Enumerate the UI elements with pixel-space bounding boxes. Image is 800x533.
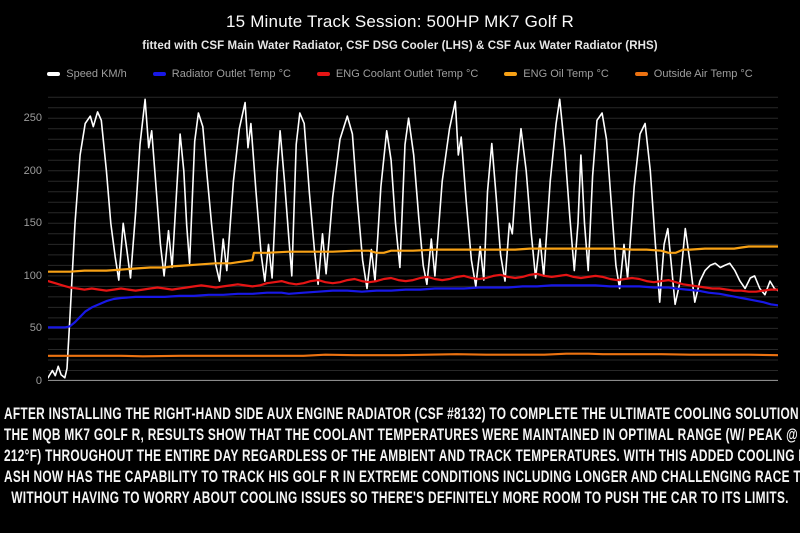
caption-line-1: AFTER INSTALLING THE RIGHT-HAND SIDE AUX…	[3, 405, 800, 423]
y-tick-label: 150	[23, 217, 42, 230]
legend-swatch-icon	[504, 72, 518, 76]
legend-item-4: Outside Air Temp °C	[634, 68, 753, 80]
legend-swatch-icon	[634, 72, 648, 76]
legend-item-1: Radiator Outlet Temp °C	[152, 68, 291, 80]
y-tick-label: 100	[23, 269, 42, 282]
legend-label: Outside Air Temp °C	[653, 68, 753, 80]
page-subtitle: fitted with CSF Main Water Radiator, CSF…	[142, 40, 658, 52]
legend-label: ENG Coolant Outlet Temp °C	[335, 68, 479, 80]
page-title: 15 Minute Track Session: 500HP MK7 Golf …	[225, 12, 575, 31]
caption-line-3: 212°F) THROUGHOUT THE ENTIRE DAY REGARDL…	[3, 447, 800, 465]
chart: 0 50 100 150 200 250	[23, 93, 778, 387]
legend-swatch-icon	[47, 72, 61, 76]
legend-swatch-icon	[316, 72, 330, 76]
caption-line-4: ASH NOW HAS THE CAPABILITY TO TRACK HIS …	[3, 468, 800, 486]
chart-legend: Speed KM/h Radiator Outlet Temp °C ENG Coo…	[0, 66, 800, 82]
legend-label: Radiator Outlet Temp °C	[171, 68, 291, 80]
y-tick-label: 50	[29, 322, 42, 335]
legend-swatch-icon	[152, 72, 166, 76]
y-tick-label: 250	[23, 112, 42, 125]
legend-label: Speed KM/h	[66, 68, 127, 80]
y-tick-label: 200	[23, 164, 42, 177]
chart-plot	[48, 96, 778, 381]
legend-item-2: ENG Coolant Outlet Temp °C	[316, 68, 479, 80]
chart-plot-area	[48, 93, 778, 381]
legend-item-3: ENG Oil Temp °C	[504, 68, 609, 80]
caption-text: AFTER INSTALLING THE RIGHT-HAND SIDE AUX…	[3, 404, 800, 509]
caption-line-2: THE MQB MK7 GOLF R, RESULTS SHOW THAT TH…	[3, 426, 799, 444]
series-line-0	[48, 98, 778, 379]
y-tick-label: 0	[35, 375, 42, 387]
series-line-3	[48, 245, 778, 273]
series-line-1	[48, 284, 778, 329]
series-line-4	[48, 352, 778, 358]
legend-item-0: Speed KM/h	[47, 68, 127, 80]
series-line-2	[48, 272, 778, 293]
legend-label: ENG Oil Temp °C	[523, 68, 609, 80]
caption-line-5: WITHOUT HAVING TO WORRY ABOUT COOLING IS…	[11, 489, 789, 507]
